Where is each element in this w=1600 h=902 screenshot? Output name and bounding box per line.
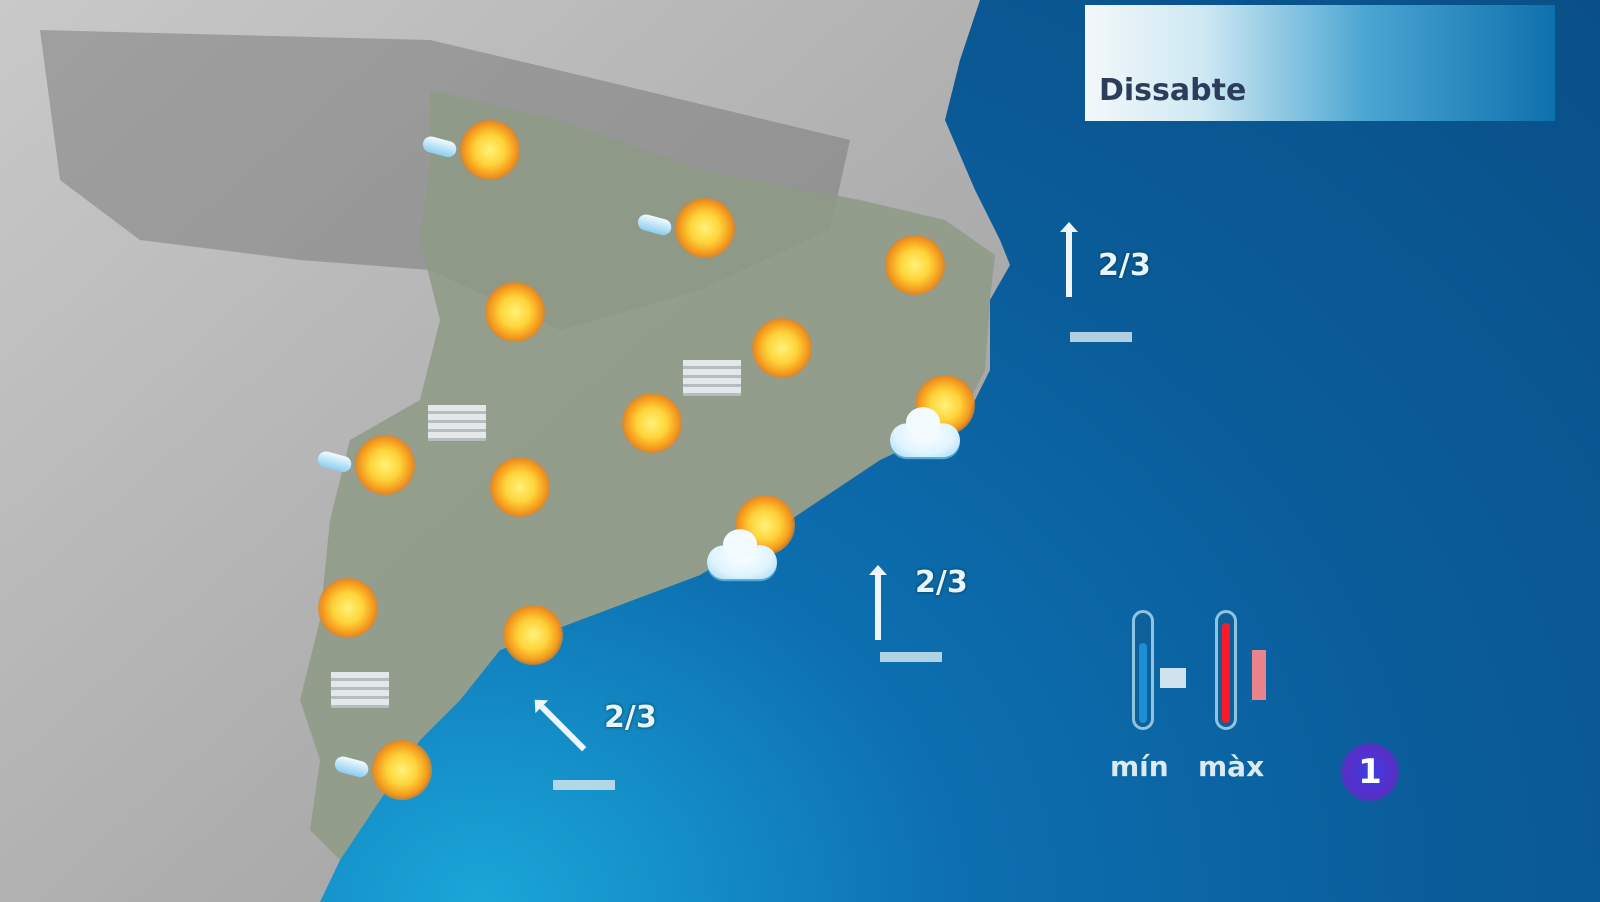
wind-force: 2/3 bbox=[915, 565, 968, 600]
max-label: màx bbox=[1198, 750, 1265, 783]
sea-state-label bbox=[553, 780, 615, 790]
wind-arrow-icon bbox=[1060, 222, 1078, 297]
cloud-icon bbox=[890, 407, 960, 458]
sun-icon bbox=[485, 282, 545, 342]
day-header: Dissabte bbox=[1085, 5, 1555, 121]
wind-force: 2/3 bbox=[1098, 248, 1151, 283]
max-marker bbox=[1252, 650, 1266, 700]
wind-arrow-icon bbox=[869, 565, 887, 640]
sun-rain-icon bbox=[636, 198, 735, 258]
sea-state-label bbox=[1070, 332, 1132, 342]
sun-icon bbox=[318, 578, 378, 638]
sun-icon bbox=[503, 605, 563, 665]
sun-icon bbox=[885, 235, 945, 295]
sea-state-label bbox=[880, 652, 942, 662]
fog-icon bbox=[428, 405, 486, 441]
wind-force: 2/3 bbox=[604, 700, 657, 735]
cloud-icon bbox=[707, 529, 777, 580]
min-label: mín bbox=[1110, 750, 1169, 783]
sun-rain-icon bbox=[333, 740, 432, 800]
sun-icon bbox=[490, 457, 550, 517]
sun-icon bbox=[622, 393, 682, 453]
channel-logo: 1 bbox=[1340, 742, 1400, 802]
thermometer-max-icon bbox=[1215, 610, 1237, 730]
fog-icon bbox=[331, 672, 389, 708]
thermometer-min-icon bbox=[1132, 610, 1154, 730]
sun-icon bbox=[752, 318, 812, 378]
min-marker bbox=[1160, 668, 1186, 688]
fog-icon bbox=[683, 360, 741, 396]
day-title: Dissabte bbox=[1099, 73, 1247, 108]
sun-rain-icon bbox=[421, 120, 520, 180]
sun-rain-icon bbox=[316, 435, 415, 495]
catalonia bbox=[300, 90, 995, 860]
